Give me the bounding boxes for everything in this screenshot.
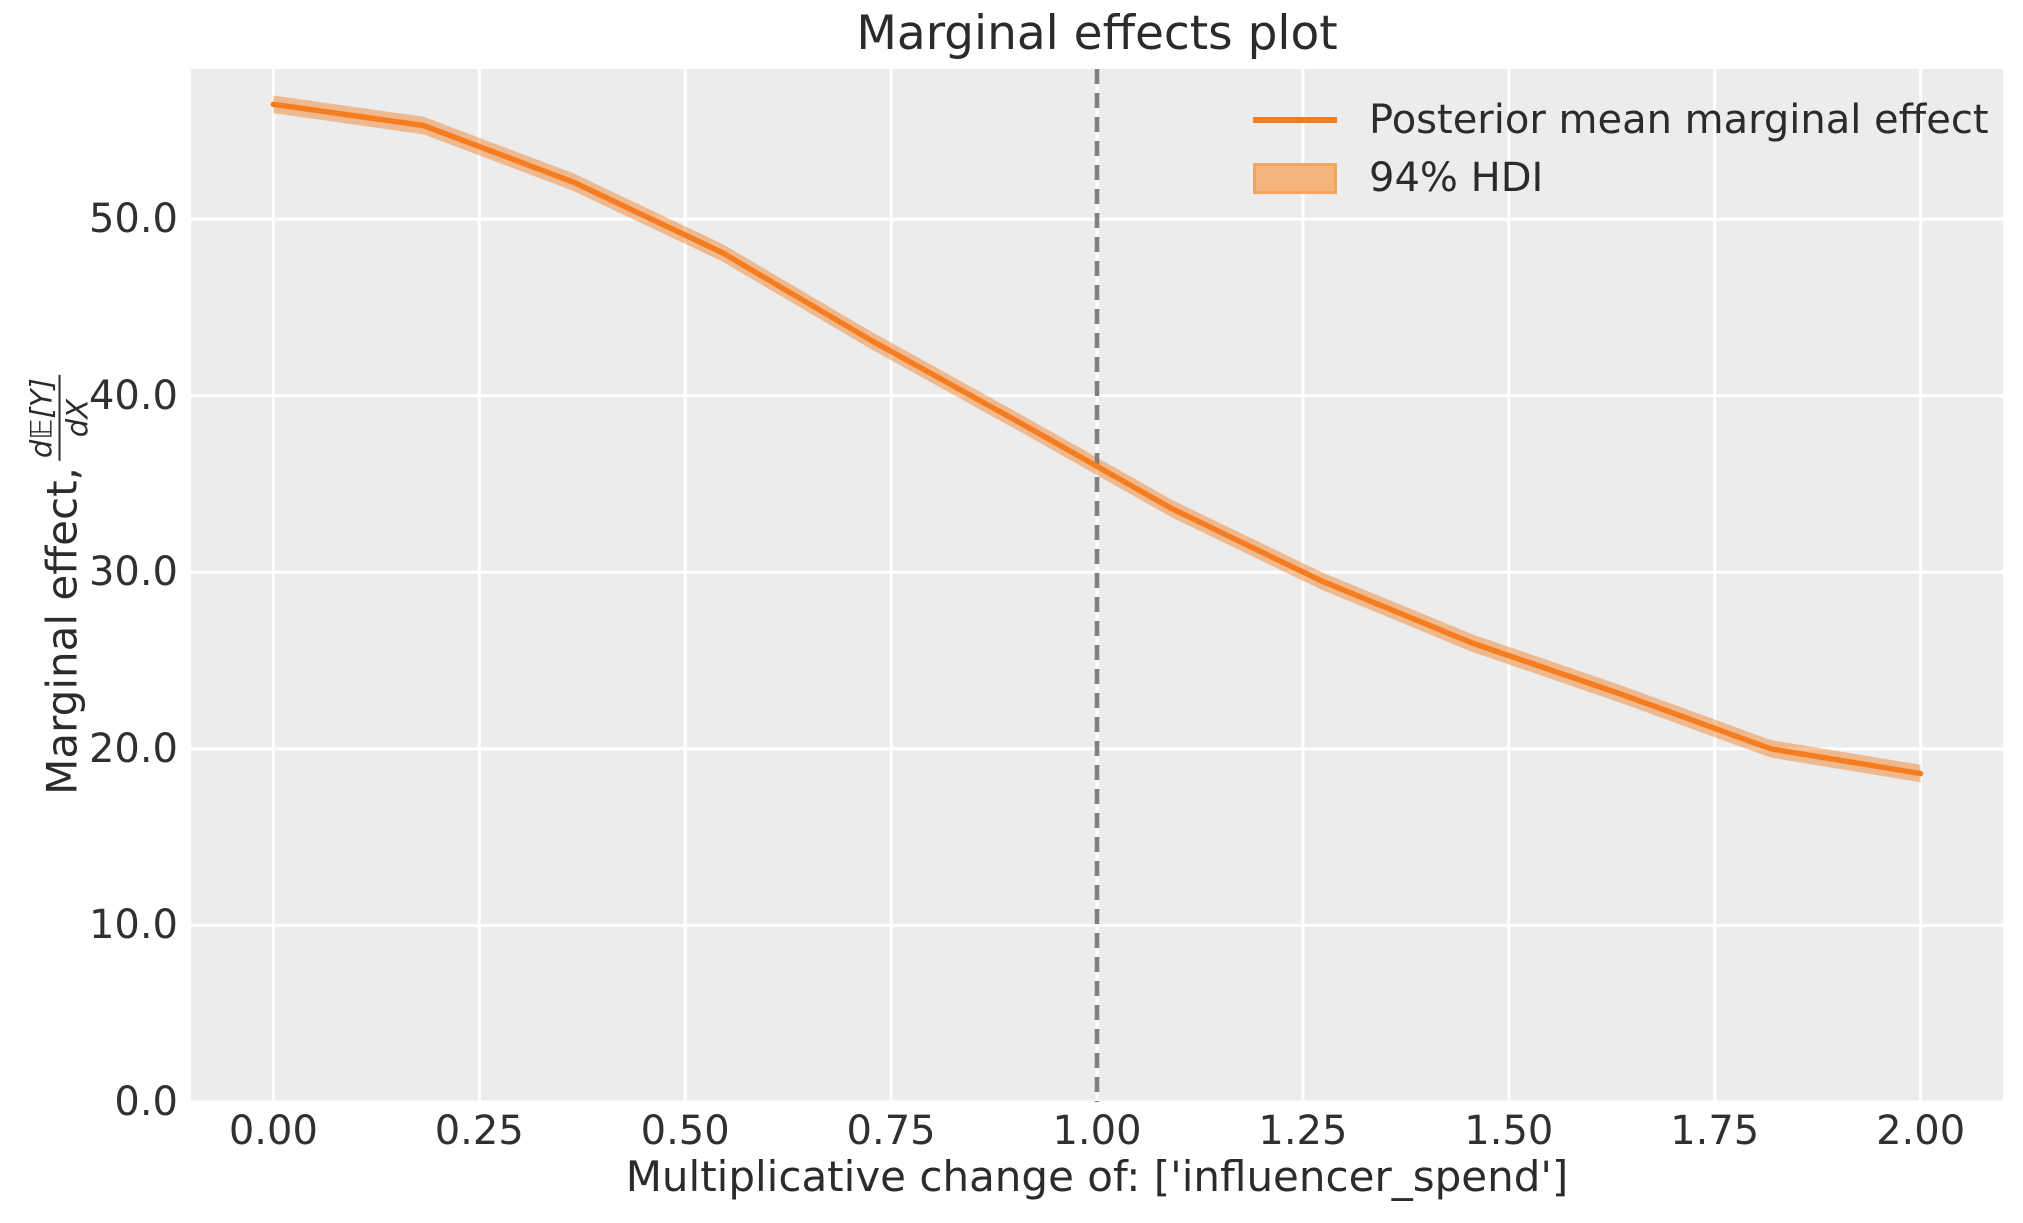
x-tick-label: 1.00 — [1052, 1108, 1142, 1154]
x-tick-label: 0.75 — [846, 1108, 936, 1154]
legend-label-hdi: 94% HDI — [1369, 155, 1544, 201]
x-tick-label: 1.50 — [1464, 1108, 1554, 1154]
x-tick-label: 0.00 — [228, 1108, 318, 1154]
y-tick-label: 10.0 — [88, 902, 178, 949]
chart-title: Marginal effects plot — [856, 6, 1338, 61]
x-tick-label: 0.25 — [434, 1108, 524, 1154]
y-tick-label: 40.0 — [88, 372, 178, 419]
y-tick-label: 20.0 — [88, 725, 178, 772]
x-tick-label: 1.25 — [1258, 1108, 1348, 1154]
y-tick-label: 50.0 — [88, 196, 178, 243]
x-tick-label: 2.00 — [1876, 1108, 1966, 1154]
chart-canvas — [191, 69, 2003, 1102]
x-tick-label: 1.75 — [1670, 1108, 1760, 1154]
legend-band-sample — [1253, 162, 1337, 194]
legend-entry-hdi: 94% HDI — [1253, 153, 1989, 203]
y-tick-label: 30.0 — [88, 549, 178, 596]
legend-entry-mean: Posterior mean marginal effect — [1253, 95, 1989, 145]
legend-label-mean: Posterior mean marginal effect — [1369, 97, 1989, 143]
legend: Posterior mean marginal effect 94% HDI — [1253, 95, 1989, 203]
legend-line-sample — [1253, 117, 1337, 123]
posterior-mean-line — [270, 101, 1924, 777]
x-tick-label: 0.50 — [640, 1108, 730, 1154]
y-tick-label: 0.0 — [114, 1079, 178, 1125]
x-axis-label: Multiplicative change of: ['influencer_s… — [625, 1152, 1569, 1201]
plot-area: Posterior mean marginal effect 94% HDI — [191, 69, 2003, 1102]
